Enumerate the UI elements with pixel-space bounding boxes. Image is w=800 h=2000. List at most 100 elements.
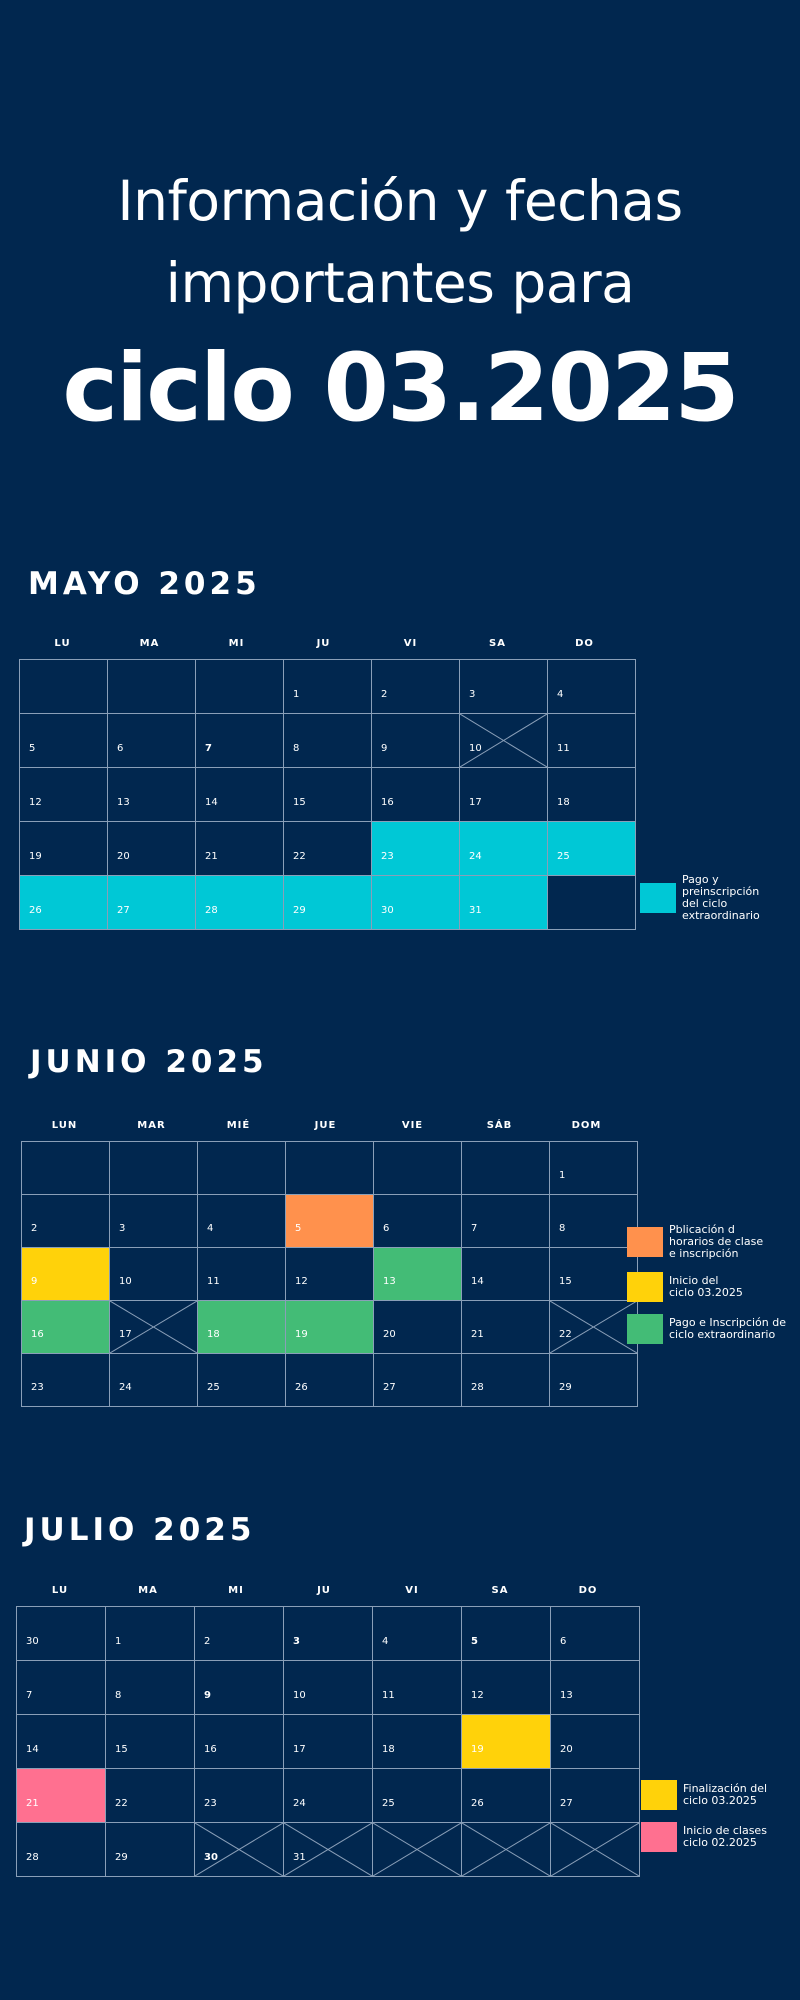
day-cell-17: 17 bbox=[459, 767, 548, 822]
day-cell-9: 9 bbox=[21, 1247, 110, 1301]
day-cell-6: 6 bbox=[107, 713, 196, 768]
day-cell-24: 24 bbox=[283, 1768, 373, 1823]
weekday-label: JUE bbox=[314, 1120, 337, 1131]
empty-cell bbox=[461, 1141, 550, 1195]
day-number: 18 bbox=[207, 1329, 220, 1340]
calendar-grid-junio: 1 2 3 4 5 6 7 8 9 10 11 12 13 14 15 16 17 18 19 20 21 22 23 24 2… bbox=[21, 1141, 638, 1407]
legend-junio: Pblicación d horarios de clase e inscrip… bbox=[627, 1224, 786, 1356]
day-number: 20 bbox=[560, 1744, 573, 1755]
calendar-week: 16 17 18 19 20 21 22 bbox=[21, 1300, 638, 1354]
day-cell-3: 3 bbox=[459, 659, 548, 714]
day-number: 9 bbox=[381, 743, 388, 754]
day-cell-19: 19 bbox=[461, 1714, 551, 1769]
legend-item: Inicio del ciclo 03.2025 bbox=[627, 1272, 786, 1302]
legend-label: Pblicación d horarios de clase e inscrip… bbox=[669, 1223, 764, 1260]
weekday-label: MI bbox=[228, 1585, 244, 1596]
calendar-week: 28 29 30 31 bbox=[16, 1822, 640, 1877]
day-cell-26: 26 bbox=[19, 875, 108, 930]
crossed-out-icon bbox=[462, 1823, 550, 1876]
day-number: 21 bbox=[26, 1798, 39, 1809]
crossed-out-icon bbox=[195, 1823, 283, 1876]
day-cell-31: 31 bbox=[283, 1822, 373, 1877]
calendar-week: 21 22 23 24 25 26 27 bbox=[16, 1768, 640, 1823]
day-number: 10 bbox=[469, 743, 482, 754]
day-cell-6: 6 bbox=[550, 1606, 640, 1661]
day-number: 18 bbox=[557, 797, 570, 808]
weekday-label: MA bbox=[139, 638, 160, 649]
day-number: 25 bbox=[207, 1382, 220, 1393]
day-number: 8 bbox=[115, 1690, 122, 1701]
day-number: 23 bbox=[31, 1382, 44, 1393]
day-number: 9 bbox=[31, 1276, 38, 1287]
weekday-label: JU bbox=[316, 638, 331, 649]
day-number: 7 bbox=[471, 1223, 478, 1234]
day-number: 27 bbox=[560, 1798, 573, 1809]
day-number: 4 bbox=[207, 1223, 214, 1234]
day-cell-14: 14 bbox=[16, 1714, 106, 1769]
crossed-out-icon bbox=[284, 1823, 372, 1876]
day-number: 25 bbox=[382, 1798, 395, 1809]
day-number: 17 bbox=[119, 1329, 132, 1340]
calendar-grid-julio: 30 1 2 3 4 5 6 7 8 9 10 11 12 13 14 15 16 17 18 19 20 21 22 23 2… bbox=[16, 1606, 640, 1877]
day-cell-16: 16 bbox=[371, 767, 460, 822]
day-number: 11 bbox=[557, 743, 570, 754]
day-cell-31: 31 bbox=[459, 875, 548, 930]
day-number: 18 bbox=[382, 1744, 395, 1755]
day-cell-8: 8 bbox=[549, 1194, 638, 1248]
calendar-grid-mayo: 1 2 3 4 5 6 7 8 9 10 11 12 13 14 15 16 17 18 19 20 21 22 23 24 2… bbox=[19, 659, 636, 930]
weekday-label: LUN bbox=[51, 1120, 78, 1131]
day-number: 17 bbox=[293, 1744, 306, 1755]
legend-swatch bbox=[627, 1272, 663, 1302]
weekday-label: JU bbox=[317, 1585, 331, 1596]
day-number: 21 bbox=[205, 851, 218, 862]
legend-item: Pblicación d horarios de clase e inscrip… bbox=[627, 1224, 786, 1260]
day-cell-20: 20 bbox=[373, 1300, 462, 1354]
day-cell-23: 23 bbox=[21, 1353, 110, 1407]
day-cell-9: 9 bbox=[371, 713, 460, 768]
empty-cell bbox=[195, 659, 284, 714]
day-cell-18: 18 bbox=[197, 1300, 286, 1354]
weekday-label: VI bbox=[405, 1585, 419, 1596]
day-cell-29: 29 bbox=[549, 1353, 638, 1407]
day-number: 8 bbox=[293, 743, 300, 754]
weekday-header-julio: LU MA MI JU VI SA DO bbox=[16, 1585, 632, 1596]
day-number: 28 bbox=[26, 1852, 39, 1863]
weekday-label: SA bbox=[491, 1585, 509, 1596]
day-cell-10: 10 bbox=[109, 1247, 198, 1301]
calendar-week: 12 13 14 15 16 17 18 bbox=[19, 767, 636, 822]
empty-cell bbox=[109, 1141, 198, 1195]
day-number: 23 bbox=[381, 851, 394, 862]
day-number: 20 bbox=[117, 851, 130, 862]
legend-label: Inicio de clases ciclo 02.2025 bbox=[683, 1824, 767, 1849]
day-number: 7 bbox=[205, 743, 212, 754]
day-cell-27: 27 bbox=[550, 1768, 640, 1823]
day-number: 16 bbox=[31, 1329, 44, 1340]
day-cell-1: 1 bbox=[105, 1606, 195, 1661]
day-number: 25 bbox=[557, 851, 570, 862]
empty-cell bbox=[461, 1822, 551, 1877]
day-cell-4: 4 bbox=[197, 1194, 286, 1248]
day-number: 29 bbox=[559, 1382, 572, 1393]
day-cell-11: 11 bbox=[197, 1247, 286, 1301]
day-number: 16 bbox=[204, 1744, 217, 1755]
day-cell-22: 22 bbox=[283, 821, 372, 876]
day-number: 24 bbox=[469, 851, 482, 862]
day-cell-11: 11 bbox=[547, 713, 636, 768]
day-cell-10: 10 bbox=[283, 1660, 373, 1715]
day-number: 15 bbox=[293, 797, 306, 808]
empty-cell bbox=[21, 1141, 110, 1195]
day-cell-2: 2 bbox=[21, 1194, 110, 1248]
day-cell-7: 7 bbox=[16, 1660, 106, 1715]
day-cell-3: 3 bbox=[283, 1606, 373, 1661]
day-cell-30: 30 bbox=[194, 1822, 284, 1877]
day-number: 29 bbox=[293, 905, 306, 916]
day-cell-4: 4 bbox=[372, 1606, 462, 1661]
day-cell-30: 30 bbox=[371, 875, 460, 930]
day-cell-15: 15 bbox=[283, 767, 372, 822]
calendar-week: 7 8 9 10 11 12 13 bbox=[16, 1660, 640, 1715]
day-number: 26 bbox=[29, 905, 42, 916]
day-cell-8: 8 bbox=[105, 1660, 195, 1715]
day-cell-3: 3 bbox=[109, 1194, 198, 1248]
day-cell-28: 28 bbox=[195, 875, 284, 930]
day-cell-30: 30 bbox=[16, 1606, 106, 1661]
